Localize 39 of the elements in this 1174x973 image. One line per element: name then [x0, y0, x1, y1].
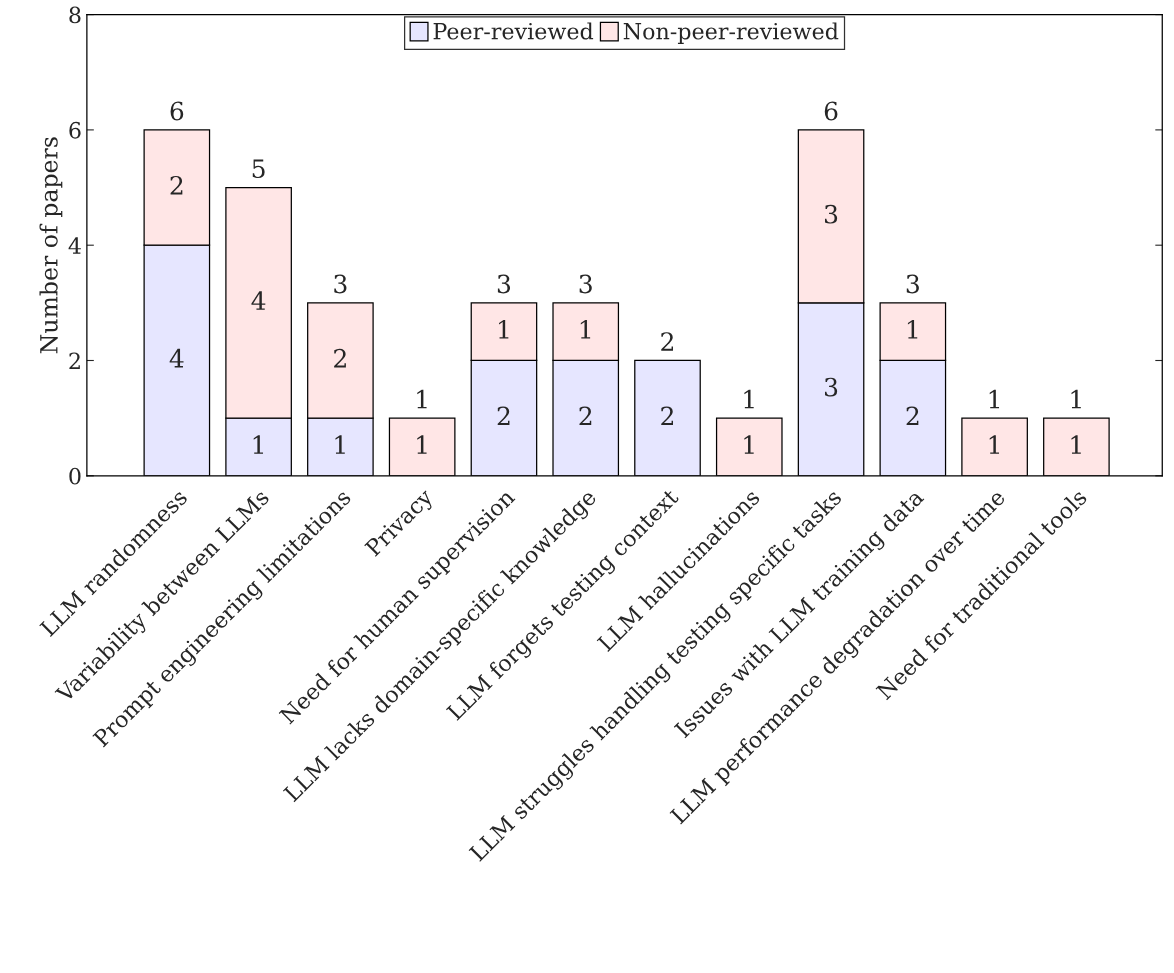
data-label: 4 — [169, 348, 184, 368]
total-label: 1 — [1071, 389, 1081, 409]
data-label: 2 — [334, 348, 346, 368]
legend-label: Peer-reviewed — [433, 22, 594, 40]
data-label: 2 — [579, 406, 592, 426]
data-label: 1 — [907, 320, 918, 339]
data-label: 4 — [251, 291, 266, 310]
total-label: 3 — [334, 274, 347, 294]
data-label: 1 — [989, 435, 1000, 454]
data-label: 1 — [580, 320, 591, 339]
y-tick-label: 0 — [69, 467, 81, 485]
total-label: 6 — [170, 101, 184, 121]
total-label: 3 — [579, 274, 592, 294]
y-axis-title: Number of papers — [39, 137, 63, 354]
y-tick-label: 6 — [69, 121, 81, 139]
total-label: 1 — [744, 389, 754, 409]
total-label: 1 — [989, 389, 1000, 409]
data-label: 1 — [417, 435, 427, 454]
legend-label: Non-peer-reviewed — [623, 22, 839, 44]
total-label: 3 — [906, 274, 919, 294]
total-label: 2 — [661, 332, 673, 351]
data-label: 1 — [253, 435, 264, 454]
data-label: 3 — [825, 204, 838, 224]
data-label: 1 — [335, 435, 345, 454]
data-label: 3 — [825, 377, 838, 397]
data-label: 1 — [744, 435, 754, 454]
data-label: 2 — [170, 175, 183, 195]
total-label: 1 — [417, 389, 427, 409]
total-label: 6 — [824, 101, 838, 121]
data-label: 2 — [661, 406, 673, 426]
data-label: 1 — [499, 320, 509, 339]
total-label: 5 — [252, 159, 265, 179]
y-tick-label: 2 — [69, 352, 80, 369]
y-tick-label: 8 — [69, 6, 81, 24]
y-tick-label: 4 — [68, 237, 81, 254]
data-label: 1 — [1071, 435, 1081, 454]
data-label: 2 — [497, 406, 510, 426]
data-label: 2 — [906, 406, 919, 426]
total-label: 3 — [497, 274, 511, 294]
